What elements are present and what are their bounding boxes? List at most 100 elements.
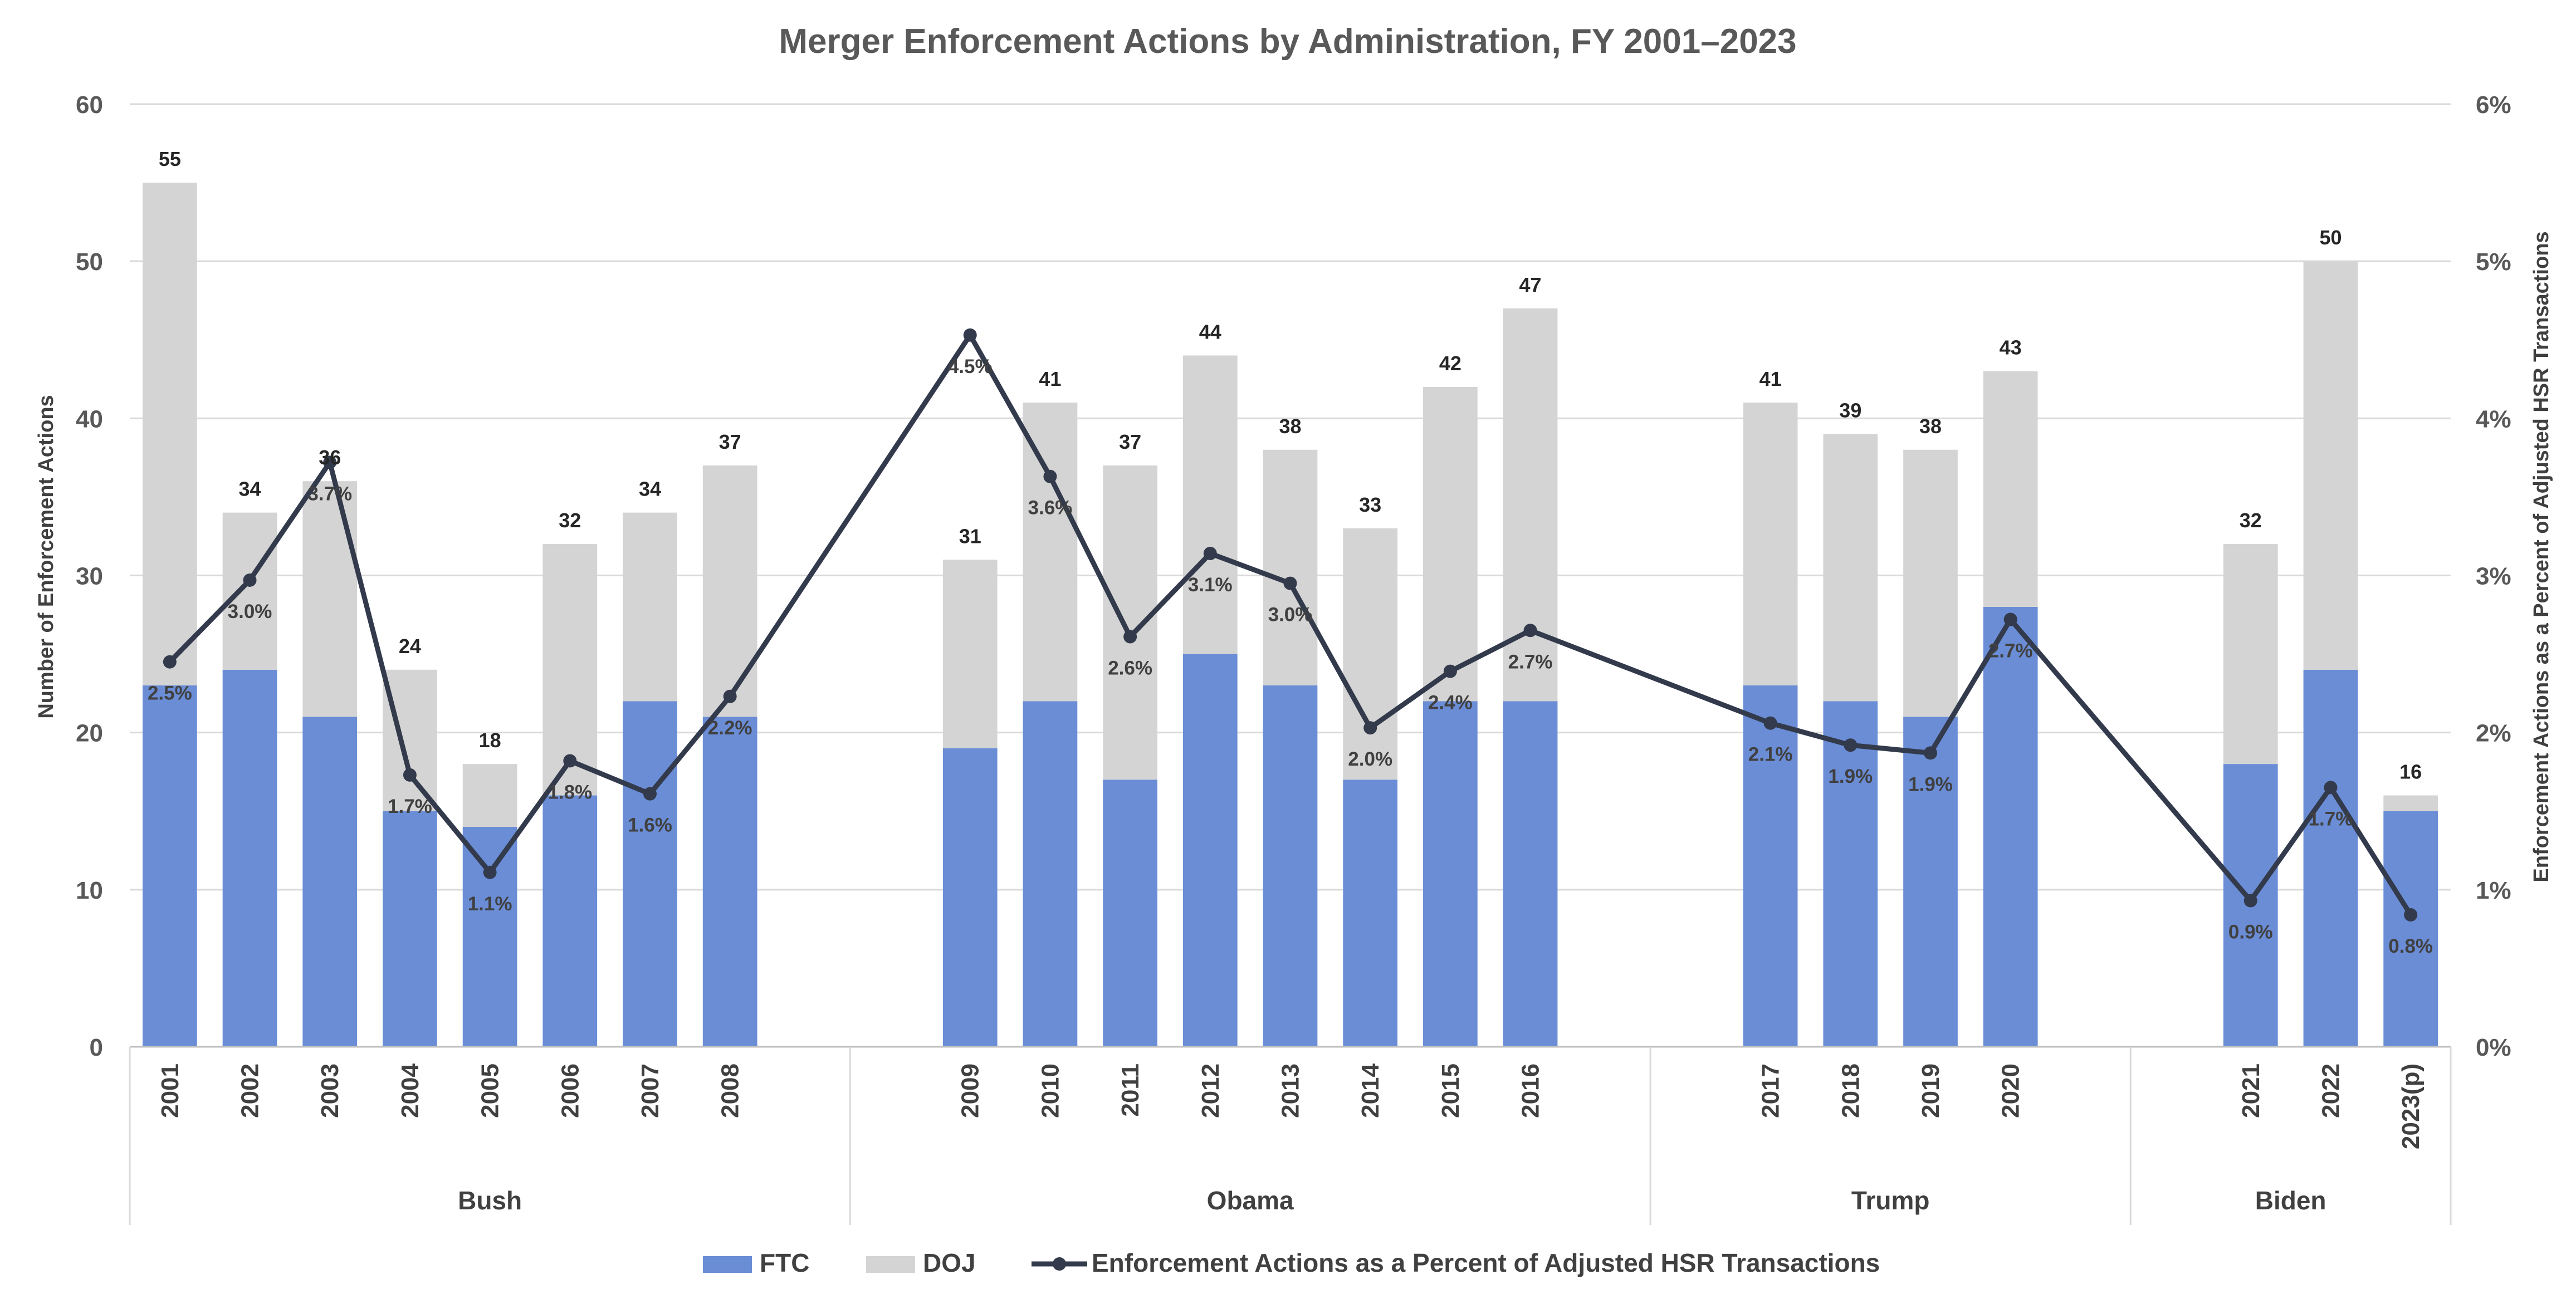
- percent-label: 2.6%: [1108, 658, 1152, 679]
- bar-doj: [1903, 449, 1958, 717]
- x-tick-label: 2005: [477, 1063, 504, 1118]
- y-tick-label: 20: [76, 720, 103, 747]
- total-label: 44: [1199, 320, 1221, 343]
- percent-point: [2243, 894, 2257, 908]
- percent-point: [1844, 738, 1858, 752]
- percent-label: 2.4%: [1428, 692, 1473, 714]
- x-tick-label: 2001: [157, 1063, 184, 1118]
- bar-doj: [1103, 465, 1157, 780]
- total-label: 37: [1119, 430, 1141, 453]
- x-tick-label: 2020: [1997, 1063, 2025, 1118]
- bar-doj: [1343, 528, 1398, 780]
- percent-label: 2.0%: [1348, 748, 1392, 770]
- percent-label: 3.7%: [307, 483, 352, 504]
- x-tick-label: 2004: [397, 1063, 424, 1117]
- percent-label: 3.6%: [1028, 497, 1073, 519]
- legend-label-ftc: FTC: [760, 1248, 809, 1277]
- total-label: 47: [1519, 273, 1542, 296]
- y2-tick-label: 0%: [2476, 1034, 2511, 1061]
- secondary-y-axis-label: Enforcement Actions as a Percent of Adju…: [2530, 231, 2553, 882]
- percent-label: 2.1%: [1748, 744, 1793, 766]
- bar-ftc: [1343, 780, 1398, 1047]
- total-label: 16: [2399, 761, 2422, 783]
- x-tick-label: 2013: [1277, 1063, 1304, 1118]
- bar-ftc: [623, 701, 677, 1047]
- y-tick-label: 30: [76, 563, 103, 590]
- bar-doj: [302, 481, 358, 717]
- percent-label: 1.9%: [1828, 766, 1873, 787]
- bar-doj: [1743, 403, 1798, 686]
- x-tick-label: 2015: [1437, 1063, 1464, 1118]
- bar-doj: [222, 512, 277, 670]
- percent-point: [2003, 612, 2017, 626]
- percent-point: [483, 865, 497, 879]
- y2-tick-label: 2%: [2476, 720, 2511, 747]
- x-tick-label: 2006: [556, 1063, 584, 1118]
- percent-point: [963, 328, 977, 342]
- bar-ftc: [1263, 685, 1318, 1047]
- total-label: 43: [2000, 336, 2022, 359]
- percent-label: 1.8%: [548, 781, 592, 803]
- percent-label: 0.8%: [2388, 935, 2433, 957]
- total-label: 32: [559, 509, 581, 532]
- y2-tick-label: 3%: [2476, 563, 2511, 590]
- y-tick-label: 40: [76, 405, 103, 433]
- y-tick-label: 10: [76, 877, 103, 904]
- bar-doj: [383, 669, 437, 811]
- x-tick-label: 2002: [237, 1063, 264, 1118]
- bar-ftc: [302, 717, 358, 1047]
- percent-point: [1443, 664, 1457, 678]
- legend-swatch-ftc: [703, 1256, 752, 1273]
- group-label: Trump: [1851, 1186, 1930, 1215]
- x-tick-label: 2019: [1917, 1063, 1944, 1118]
- x-tick-label: 2023(p): [2397, 1063, 2425, 1149]
- percent-label: 3.1%: [1188, 574, 1233, 596]
- total-label: 32: [2240, 509, 2262, 532]
- bar-doj: [2223, 544, 2278, 764]
- x-tick-label: 2009: [957, 1063, 984, 1118]
- bar-doj: [2303, 261, 2358, 670]
- percent-label: 4.5%: [948, 356, 993, 378]
- bar-doj: [2383, 795, 2438, 811]
- bar-ftc: [383, 811, 437, 1047]
- bar-ftc: [1823, 701, 1878, 1047]
- x-tick-label: 2010: [1037, 1063, 1064, 1118]
- percent-label: 2.7%: [1988, 640, 2033, 662]
- percent-label: 2.5%: [148, 683, 192, 704]
- percent-label: 1.7%: [2309, 808, 2353, 830]
- percent-line: [163, 328, 2418, 921]
- bar-doj: [623, 512, 677, 702]
- legend-label-line: Enforcement Actions as a Percent of Adju…: [1092, 1248, 1880, 1277]
- y-tick-label: 0: [90, 1034, 103, 1061]
- total-label: 55: [159, 148, 181, 170]
- percent-point: [243, 573, 257, 587]
- percent-label: 1.9%: [1908, 773, 1953, 795]
- percent-point: [1763, 716, 1777, 730]
- bar-ftc: [462, 826, 517, 1047]
- percent-label: 2.7%: [1508, 651, 1553, 673]
- x-tick-label: 2011: [1117, 1063, 1144, 1116]
- total-label: 41: [1039, 367, 1061, 390]
- legend-label-doj: DOJ: [923, 1248, 976, 1277]
- total-label: 36: [319, 446, 341, 469]
- bar-ftc: [1903, 717, 1958, 1047]
- y2-tick-label: 6%: [2476, 91, 2511, 119]
- percent-point: [1283, 576, 1297, 590]
- percent-label: 1.6%: [628, 815, 672, 836]
- percent-label: 0.9%: [2228, 921, 2273, 943]
- bar-doj: [942, 560, 998, 748]
- bar-ftc: [2303, 669, 2358, 1047]
- y-axis-label: Number of Enforcement Actions: [35, 395, 58, 718]
- percent-point: [1043, 469, 1057, 483]
- percent-label: 1.7%: [388, 796, 432, 817]
- x-tick-label: 2012: [1197, 1063, 1224, 1118]
- percent-point: [643, 787, 657, 801]
- group-label: Bush: [458, 1186, 522, 1215]
- total-label: 42: [1439, 352, 1461, 375]
- percent-point: [403, 768, 417, 782]
- y2-tick-label: 5%: [2476, 248, 2511, 276]
- percent-point: [563, 754, 577, 768]
- bar-ftc: [1023, 701, 1078, 1047]
